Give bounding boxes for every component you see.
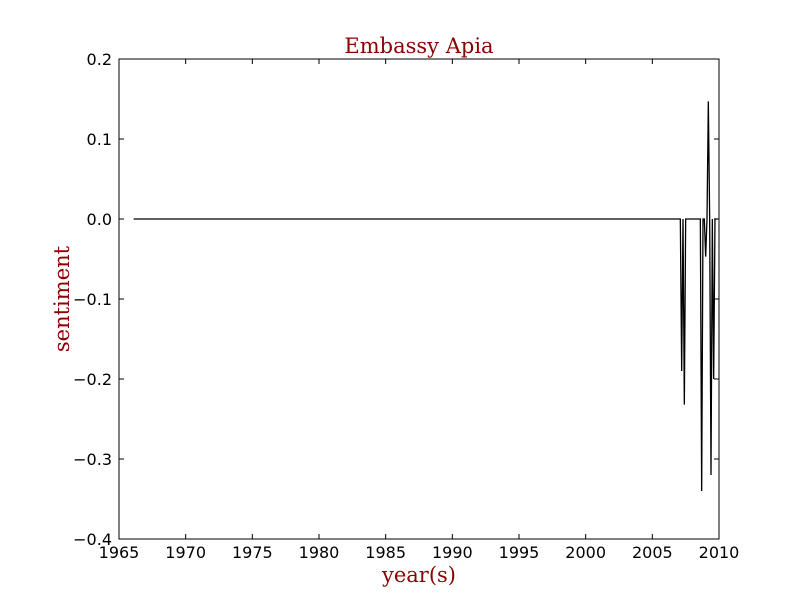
x-tick-label: 1970 bbox=[165, 543, 206, 562]
chart-title: Embassy Apia bbox=[344, 34, 493, 58]
y-axis-label: sentiment bbox=[50, 245, 74, 352]
x-tick-label: 2010 bbox=[699, 543, 740, 562]
plot-frame bbox=[118, 58, 720, 540]
x-tick-label: 2000 bbox=[565, 543, 606, 562]
y-tick-label: −0.1 bbox=[73, 290, 112, 309]
x-axis-label: year(s) bbox=[381, 563, 456, 587]
x-tick-label: 1975 bbox=[232, 543, 273, 562]
x-tick-label: 1965 bbox=[99, 543, 140, 562]
y-tick-label: 0.0 bbox=[87, 210, 112, 229]
x-tick-label: 1995 bbox=[499, 543, 540, 562]
x-tick-label: 2005 bbox=[632, 543, 673, 562]
x-axis: 1965 1970 1975 1980 1985 1990 1995 2000 2005 2010 bbox=[99, 59, 740, 562]
y-tick-label: −0.3 bbox=[73, 450, 112, 469]
y-tick-label: 0.1 bbox=[87, 130, 112, 149]
series-layer bbox=[133, 101, 718, 492]
x-tick-label: 1990 bbox=[432, 543, 473, 562]
y-tick-label: −0.4 bbox=[73, 530, 112, 549]
y-tick-label: 0.2 bbox=[87, 50, 112, 69]
plot-background bbox=[119, 59, 719, 539]
series-line-0 bbox=[133, 101, 718, 492]
y-axis: −0.4 −0.3 −0.2 −0.1 0.0 0.1 0.2 bbox=[73, 50, 719, 549]
x-tick-label: 1985 bbox=[365, 543, 406, 562]
x-tick-label: 1980 bbox=[299, 543, 340, 562]
y-tick-label: −0.2 bbox=[73, 370, 112, 389]
